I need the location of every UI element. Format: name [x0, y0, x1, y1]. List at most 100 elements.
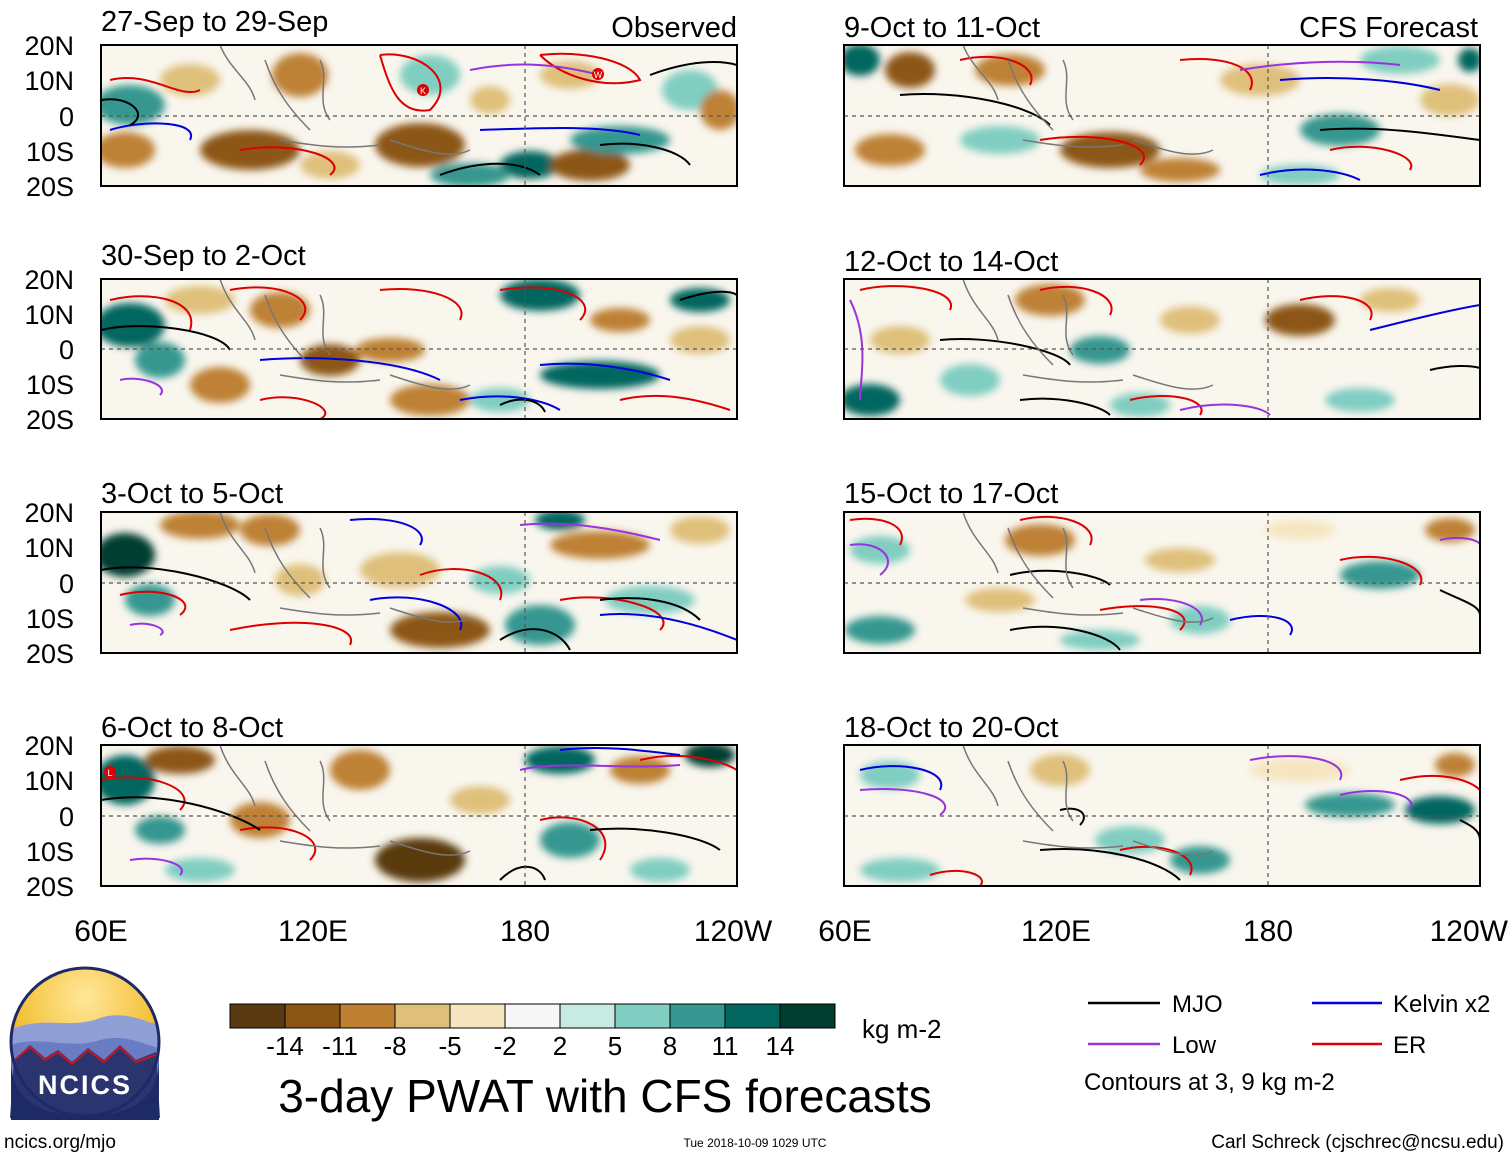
logo-mountains-front — [10, 1045, 160, 1118]
panel-title: 27-Sep to 29-Sep — [101, 6, 328, 38]
lat-label: 10N — [24, 533, 74, 563]
panel-title: 6-Oct to 8-Oct — [101, 712, 283, 744]
panel-observed-3 — [100, 511, 738, 654]
lat-label: 20N — [24, 731, 74, 761]
lon-label: 120W — [1430, 915, 1509, 948]
colorbar-box — [614, 1003, 671, 1029]
pwat-anomaly-field — [101, 512, 730, 648]
colorbar-tick: -5 — [438, 1031, 461, 1061]
lat-label: 10S — [26, 370, 74, 400]
legend-label-er: ER — [1393, 1032, 1426, 1059]
colorbar-box — [669, 1003, 726, 1029]
panel-title: 12-Oct to 14-Oct — [844, 246, 1058, 278]
panel-title: 3-Oct to 5-Oct — [101, 478, 283, 510]
contour-legend: MJO Kelvin x2 Low ER Contours at 3, 9 kg… — [1084, 991, 1490, 1096]
lat-label: 20N — [24, 498, 74, 528]
legend-label-mjo: MJO — [1172, 991, 1223, 1018]
coastlines — [219, 512, 471, 623]
lat-label: 0 — [59, 802, 74, 832]
logo-ridge-line — [11, 1045, 159, 1066]
pwat-anomaly-field — [101, 279, 730, 416]
panel-frame — [100, 278, 738, 420]
lat-label: 0 — [59, 335, 74, 365]
colorbar-tick: 5 — [608, 1031, 622, 1061]
panel-frame — [843, 744, 1481, 887]
colorbar-tick: 2 — [553, 1031, 567, 1061]
panel-frame — [100, 744, 738, 887]
lat-label: 10S — [26, 837, 74, 867]
pwat-anomaly-field — [101, 745, 735, 882]
colorbar-box — [724, 1003, 781, 1029]
wave-contours — [101, 52, 737, 176]
colorbar-tick: -8 — [383, 1031, 406, 1061]
coastlines — [962, 279, 1214, 390]
panel-observed-4: L — [100, 744, 738, 887]
colorbar-tick: 14 — [766, 1031, 795, 1061]
pwat-anomaly-field — [860, 753, 1475, 882]
pwat-anomaly-field — [844, 45, 1480, 185]
lon-label: 60E — [74, 915, 127, 948]
lat-label: 10S — [26, 604, 74, 634]
colorbar-box — [284, 1003, 341, 1029]
lat-label: 20S — [26, 872, 74, 902]
wave-contours — [849, 285, 1480, 416]
lat-label: 20S — [26, 172, 74, 202]
colorbar-ticks: -14 -11 -8 -5 -2 2 5 8 11 14 — [266, 1031, 794, 1061]
panel-title: 18-Oct to 20-Oct — [844, 712, 1058, 744]
lat-label: 20S — [26, 405, 74, 435]
lon-label: 120E — [278, 915, 348, 948]
coastlines — [219, 745, 471, 856]
footer-timestamp: Tue 2018-10-09 1029 UTC — [684, 1136, 827, 1150]
colorbar-box — [449, 1003, 506, 1029]
panel-forecast-2 — [843, 278, 1481, 420]
lat-label: 10S — [26, 137, 74, 167]
storm-marker: K — [417, 84, 429, 96]
colorbar-unit: kg m-2 — [862, 1014, 941, 1044]
panel-tag: Observed — [611, 12, 737, 44]
lat-label: 20S — [26, 639, 74, 669]
wave-contours — [899, 55, 1480, 181]
lat-axis: 20N 10N 0 10S 20S 20N 10N 0 10S 20S 20N … — [24, 31, 74, 902]
wave-contours — [101, 746, 737, 881]
colorbar-box — [394, 1003, 451, 1029]
panel-bg — [844, 745, 1480, 886]
coastlines — [219, 279, 471, 390]
logo-text: NCICS — [38, 1070, 132, 1100]
panel-forecast-1 — [843, 44, 1481, 187]
panel-tag: CFS Forecast — [1299, 12, 1478, 44]
logo-ring — [9, 966, 161, 1118]
colorbar-tick: 11 — [712, 1031, 739, 1061]
footer-author: Carl Schreck (cjschrec@ncsu.edu) — [1211, 1132, 1504, 1153]
wave-contours — [849, 515, 1480, 651]
panel-title: 30-Sep to 2-Oct — [101, 240, 306, 272]
ncics-logo: NCICS — [9, 966, 161, 1120]
lon-label: 180 — [1243, 915, 1293, 948]
panel-frame — [100, 511, 738, 654]
panel-title: 9-Oct to 11-Oct — [844, 12, 1040, 44]
wave-contours — [101, 518, 737, 651]
colorbar-tick: 8 — [663, 1031, 677, 1061]
wave-contours — [101, 286, 737, 419]
lat-label: 10N — [24, 766, 74, 796]
pwat-anomaly-field — [101, 53, 737, 186]
coastlines — [962, 745, 1214, 856]
lon-label: 120E — [1021, 915, 1091, 948]
colorbar-box — [779, 1003, 836, 1029]
lon-label: 60E — [818, 915, 871, 948]
lon-label: 180 — [500, 915, 550, 948]
lat-label: 0 — [59, 569, 74, 599]
panel-observed-2 — [100, 278, 738, 420]
colorbar-box — [559, 1003, 616, 1029]
colorbar-box — [339, 1003, 396, 1029]
footer-website: ncics.org/mjo — [4, 1132, 116, 1153]
coastlines — [219, 45, 471, 155]
storm-marker-label: W — [594, 70, 603, 80]
colorbar-tick: -14 — [266, 1031, 304, 1061]
colorbar-tick: -11 — [322, 1031, 358, 1061]
colorbar-boxes — [229, 1003, 836, 1029]
panel-forecast-4 — [843, 744, 1481, 887]
panel-observed-1: K W — [100, 44, 738, 187]
panel-forecast-3 — [843, 511, 1481, 654]
colorbar: -14 -11 -8 -5 -2 2 5 8 11 14 kg m-2 — [229, 1003, 941, 1061]
